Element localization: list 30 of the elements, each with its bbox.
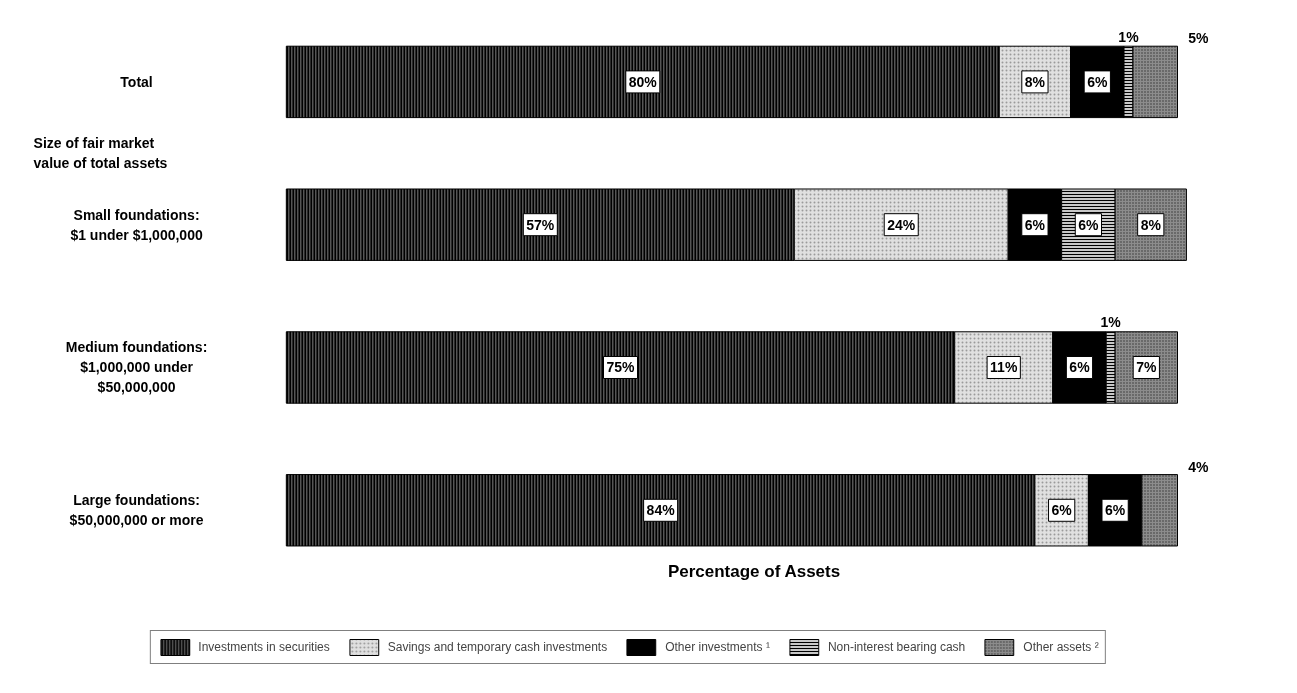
data-label: 1% xyxy=(1100,314,1122,331)
legend-label: Other assets ² xyxy=(1023,640,1099,654)
data-label: 80% xyxy=(628,73,658,90)
data-label: 4% xyxy=(1188,458,1209,475)
data-label: 6% xyxy=(1024,216,1046,233)
data-label: 11% xyxy=(990,359,1018,376)
annotation: Percentage of Assets xyxy=(667,561,841,581)
data-label: 6% xyxy=(1069,359,1091,376)
y-tick-label: Large foundations: $50,000,000 or more xyxy=(69,492,204,529)
data-label: 5% xyxy=(1188,30,1209,47)
y-tick-label: Total xyxy=(120,73,153,90)
y-tick-label: Small foundations: $1 under $1,000,000 xyxy=(70,206,203,243)
data-label: 1% xyxy=(1118,28,1140,45)
data-label: 75% xyxy=(606,359,636,376)
data-label: 84% xyxy=(646,502,676,519)
data-label: 6% xyxy=(1105,502,1126,519)
data-label: 8% xyxy=(1140,216,1162,233)
legend-label: Other investments ¹ xyxy=(665,640,770,654)
text: Size of fair market value of total assets xyxy=(33,135,168,172)
data-label: 6% xyxy=(1087,73,1108,90)
data-label: 8% xyxy=(1024,73,1046,90)
legend-label: Savings and temporary cash investments xyxy=(387,640,608,654)
data-label: 57% xyxy=(526,216,555,233)
data-label: 6% xyxy=(1078,216,1100,233)
data-label: 7% xyxy=(1136,359,1157,376)
y-tick-label: Medium foundations: $1,000,000 under $50,000,000 xyxy=(65,339,208,396)
legend-label: Investments in securities xyxy=(198,640,330,654)
data-label: 24% xyxy=(887,216,916,233)
data-label: 6% xyxy=(1051,502,1073,519)
legend-label: Non-interest bearing cash xyxy=(827,640,966,654)
